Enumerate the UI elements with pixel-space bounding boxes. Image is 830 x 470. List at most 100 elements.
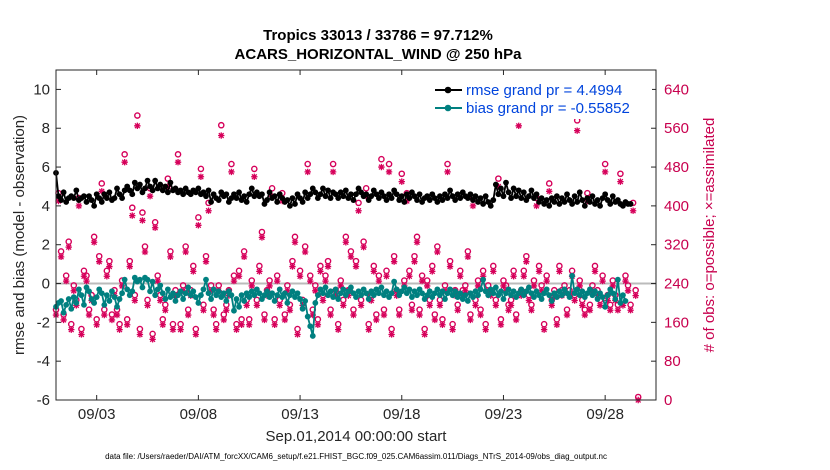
rmse-point [525, 193, 532, 200]
obs-assimilated-marker [599, 277, 606, 285]
obs-assimilated-marker [525, 297, 533, 304]
obs-assimilated-marker [230, 277, 238, 285]
bias-point [98, 290, 105, 297]
obs-assimilated-marker [553, 321, 561, 328]
obs-assimilated-marker [281, 316, 289, 324]
bias-point [498, 288, 504, 295]
obs-assimilated-marker [604, 297, 611, 304]
rmse-point [203, 193, 209, 200]
rmse-point [467, 191, 474, 198]
bias-point [375, 290, 382, 297]
obs-assimilated-marker [144, 302, 151, 309]
obs-possible-marker [444, 160, 451, 168]
bias-point [612, 296, 619, 302]
bias-point [365, 296, 372, 302]
bias-point [348, 284, 354, 291]
bias-point [271, 298, 278, 304]
rmse-point [543, 197, 550, 203]
bias-point [109, 288, 115, 295]
obs-assimilated-marker [581, 311, 589, 319]
obs-assimilated-marker [429, 268, 436, 275]
bias-point [162, 296, 169, 302]
bias-point [251, 292, 258, 299]
bias-point [78, 292, 85, 299]
obs-assimilated-marker [123, 321, 131, 328]
rmse-point [144, 177, 151, 184]
bias-point [312, 300, 319, 306]
rmse-point [284, 197, 291, 203]
rmse-point [515, 187, 522, 194]
bias-point [210, 286, 217, 293]
bias-point [294, 290, 301, 297]
bias-point [505, 286, 512, 293]
obs-assimilated-marker [228, 168, 235, 176]
obs-assimilated-marker [439, 321, 446, 328]
bias-point [307, 323, 314, 330]
plot-area [56, 70, 656, 400]
obs-assimilated-marker [177, 326, 184, 333]
obs-assimilated-marker [601, 168, 609, 176]
bias-point [68, 305, 75, 312]
bias-point [269, 290, 276, 297]
obs-assimilated-marker [146, 192, 154, 200]
obs-assimilated-marker [385, 168, 393, 176]
obs-assimilated-marker [352, 263, 360, 270]
bias-point [144, 276, 151, 283]
obs-assimilated-marker [533, 202, 540, 210]
bias-point [599, 294, 606, 301]
obs-assimilated-marker [212, 326, 220, 333]
obs-assimilated-marker [390, 258, 398, 265]
obs-assimilated-marker [192, 331, 200, 338]
obs-assimilated-marker [83, 277, 90, 285]
bias-point [136, 276, 143, 283]
bias-series [53, 272, 629, 339]
obs-assimilated-marker [327, 311, 334, 319]
rmse-point [335, 195, 342, 202]
obs-assimilated-marker [248, 282, 255, 290]
legend-box [434, 77, 652, 119]
bias-point [622, 298, 629, 304]
obs-assimilated-marker [520, 273, 527, 280]
bias-point [91, 300, 98, 306]
rmse-point [393, 191, 400, 198]
obs-assimilated-marker [591, 268, 599, 275]
bias-point [409, 294, 415, 301]
bias-point [548, 298, 555, 304]
bias-point [116, 296, 123, 302]
bias-point [60, 309, 67, 316]
bias-point [480, 276, 487, 283]
bias-point [75, 286, 82, 293]
obs-assimilated-marker [462, 287, 469, 295]
obs-assimilated-marker [240, 253, 248, 261]
bias-point [106, 298, 113, 304]
obs-assimilated-marker [365, 326, 372, 333]
obs-assimilated-marker [101, 311, 108, 319]
rmse-point [482, 193, 489, 200]
obs-assimilated-marker [243, 302, 250, 309]
rmse-point [195, 185, 202, 192]
obs-assimilated-marker [131, 297, 139, 304]
obs-assimilated-marker [167, 253, 174, 261]
y-tick-label: 10 [33, 81, 50, 98]
rmse-point [149, 187, 156, 194]
obs-assimilated-marker [197, 173, 205, 180]
obs-assimilated-marker [233, 326, 240, 333]
rmse-point [70, 195, 77, 202]
rmse-point [91, 202, 98, 209]
obs-assimilated-marker [629, 207, 637, 214]
obs-assimilated-marker [472, 302, 479, 309]
obs-assimilated-marker [388, 331, 395, 338]
legend-bias-marker [444, 104, 452, 112]
obs-assimilated-marker [195, 222, 202, 229]
rmse-point [111, 195, 118, 202]
rmse-point [520, 189, 527, 196]
rmse-point [398, 193, 405, 200]
bias-point [58, 298, 64, 304]
obs-assimilated-marker [396, 311, 403, 319]
rmse-point [490, 197, 497, 203]
chart-title-line1: Tropics 33013 / 33786 = 97.712% [263, 27, 493, 44]
bias-point [70, 294, 77, 301]
bias-point [602, 303, 609, 310]
obs-assimilated-marker [398, 178, 405, 185]
